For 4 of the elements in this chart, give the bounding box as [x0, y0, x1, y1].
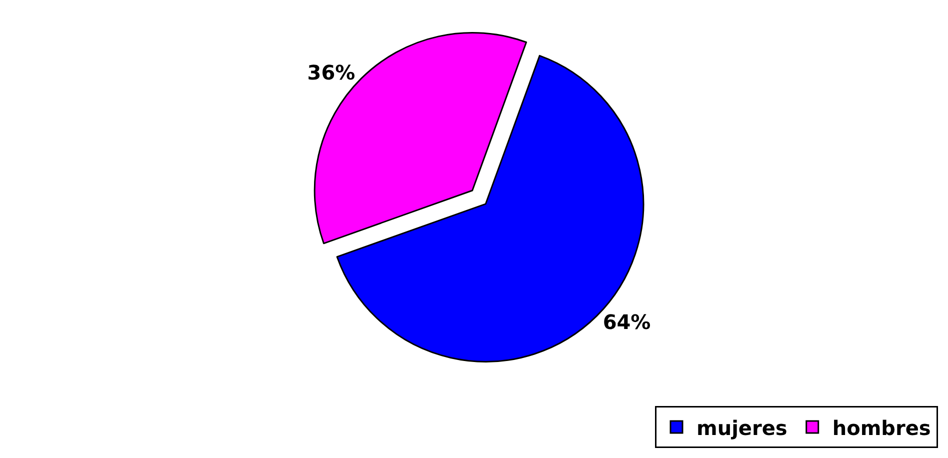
- data-label: 64%: [602, 310, 651, 334]
- legend-label: hombres: [832, 416, 931, 440]
- legend-label: mujeres: [696, 416, 788, 440]
- data-label: 36%: [307, 60, 356, 85]
